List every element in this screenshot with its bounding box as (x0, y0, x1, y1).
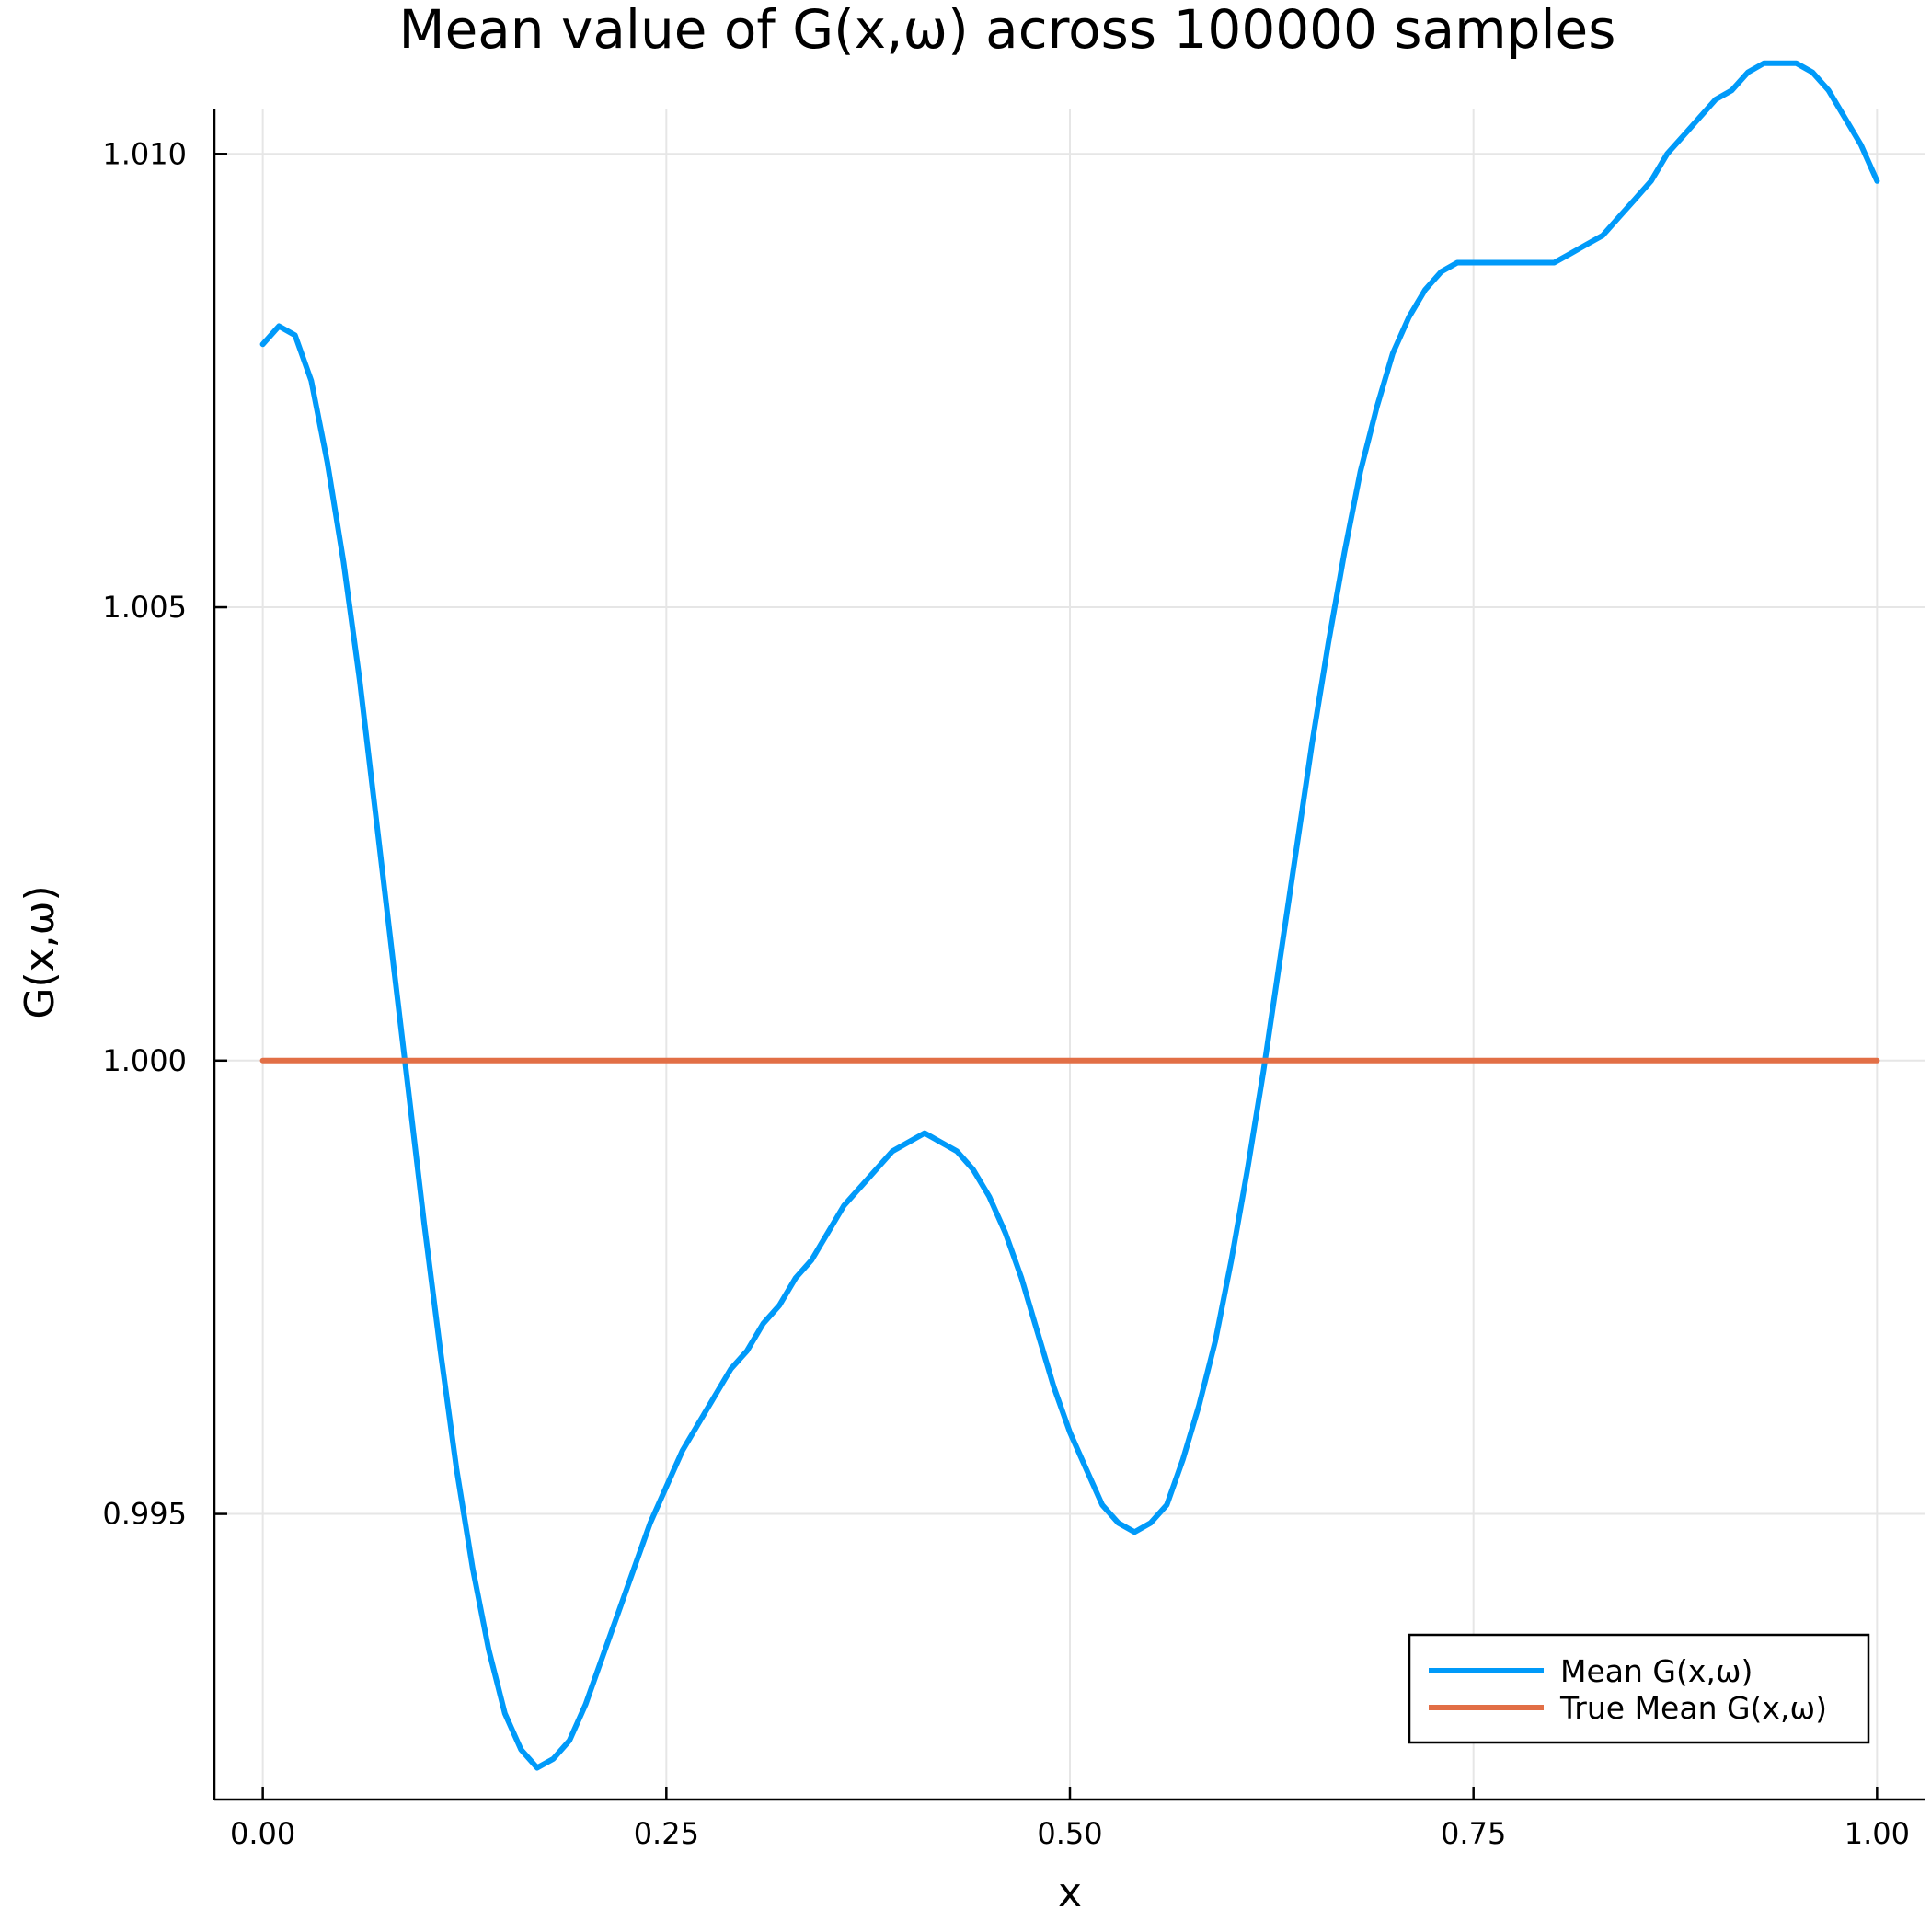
legend-label-mean: Mean G(x,ω) (1560, 1653, 1753, 1689)
y-tick-label: 0.995 (102, 1497, 187, 1532)
legend-label-true-mean: True Mean G(x,ω) (1559, 1690, 1827, 1726)
chart-title: Mean value of G(x,ω) across 100000 sampl… (399, 0, 1616, 61)
x-axis-label: x (1058, 1869, 1082, 1916)
legend-box (1408, 1633, 1870, 1744)
y-tick-label: 1.000 (102, 1043, 187, 1078)
ticks: 0.00 0.25 0.50 0.75 1.00 0.995 1.000 1.005 1.010 (102, 136, 1910, 1851)
y-tick-label: 1.005 (102, 590, 187, 625)
series-group (259, 60, 1880, 1771)
y-axis-label: G(x,ω) (17, 885, 63, 1018)
x-tick-label: 0.75 (1441, 1816, 1506, 1851)
series-line-mean (259, 60, 1880, 1771)
legend: Mean G(x,ω) True Mean G(x,ω) (1408, 1633, 1870, 1744)
x-tick-label: 0.00 (230, 1816, 295, 1851)
x-tick-label: 0.25 (634, 1816, 699, 1851)
x-tick-label: 0.50 (1037, 1816, 1102, 1851)
x-tick-label: 1.00 (1845, 1816, 1910, 1851)
y-tick-label: 1.010 (102, 136, 187, 171)
